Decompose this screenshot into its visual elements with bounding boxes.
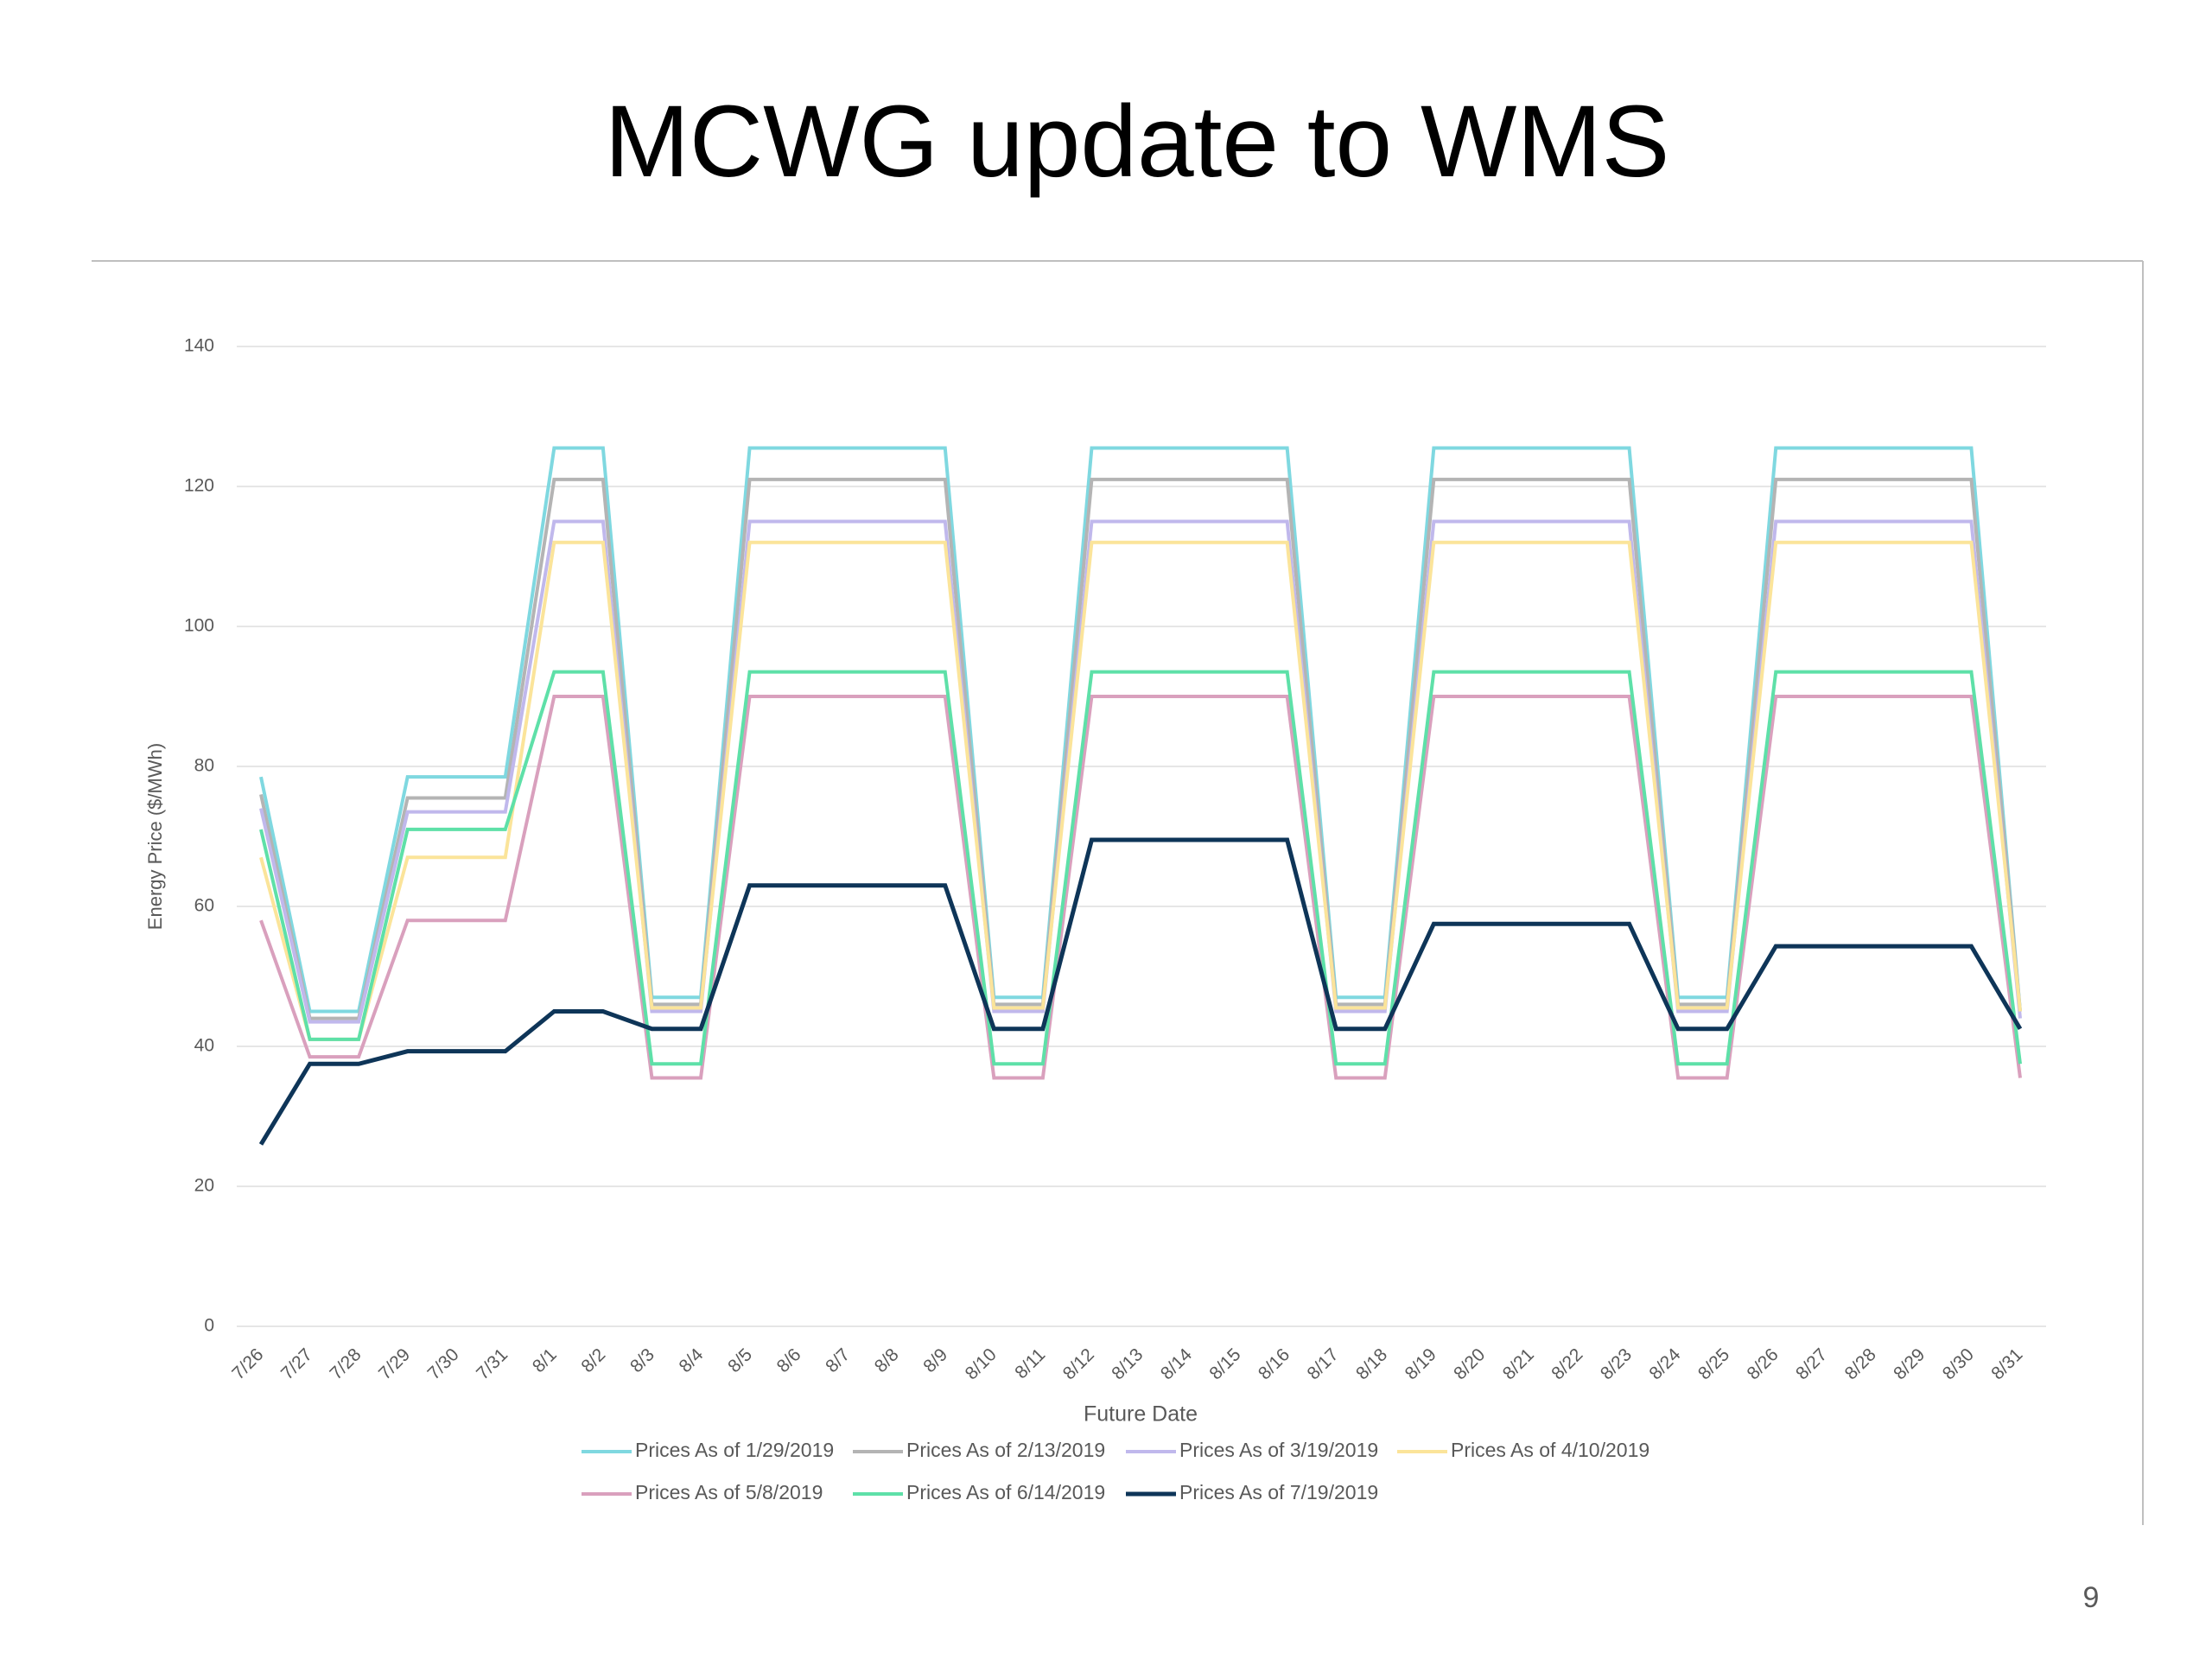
legend-label: Prices As of 4/10/2019 xyxy=(1451,1439,1649,1461)
x-tick-label: 8/1 xyxy=(529,1344,561,1376)
x-tick-label: 8/16 xyxy=(1255,1344,1294,1383)
y-tick-label: 120 xyxy=(184,476,214,496)
x-axis-title: Future Date xyxy=(1084,1402,1198,1427)
x-tick-label: 8/9 xyxy=(919,1344,951,1376)
x-tick-label: 8/30 xyxy=(1939,1344,1978,1383)
x-tick-label: 7/27 xyxy=(277,1344,316,1383)
y-tick-label: 40 xyxy=(194,1036,214,1056)
series-line xyxy=(259,519,2022,1024)
x-tick-label: 8/13 xyxy=(1108,1344,1147,1383)
legend-label: Prices As of 7/19/2019 xyxy=(1179,1481,1378,1503)
legend-label: Prices As of 3/19/2019 xyxy=(1179,1439,1378,1461)
x-tick-label: 8/26 xyxy=(1744,1344,1783,1383)
y-tick-label: 60 xyxy=(194,896,214,916)
series-line xyxy=(259,670,2022,1066)
x-tick-label: 8/6 xyxy=(773,1344,805,1376)
legend-label: Prices As of 1/29/2019 xyxy=(635,1439,834,1461)
series-line xyxy=(258,837,2023,1146)
y-tick-label: 80 xyxy=(194,756,214,776)
x-tick-label: 8/14 xyxy=(1157,1344,1196,1383)
y-axis-title: Energy Price ($/MWh) xyxy=(144,743,166,930)
x-tick-label: 8/3 xyxy=(626,1344,658,1376)
x-tick-label: 8/4 xyxy=(676,1344,708,1376)
legend-label: Prices As of 5/8/2019 xyxy=(635,1481,823,1503)
legend-label: Prices As of 2/13/2019 xyxy=(906,1439,1105,1461)
x-tick-label: 8/5 xyxy=(724,1344,756,1376)
x-tick-label: 8/2 xyxy=(577,1344,609,1376)
x-tick-label: 8/11 xyxy=(1011,1344,1049,1382)
x-tick-label: 8/24 xyxy=(1645,1344,1684,1383)
x-tick-label: 7/29 xyxy=(375,1344,414,1383)
x-tick-label: 8/10 xyxy=(962,1344,1001,1383)
series-line xyxy=(259,540,2022,1041)
x-tick-label: 8/17 xyxy=(1304,1344,1343,1383)
x-tick-label: 8/21 xyxy=(1499,1344,1538,1383)
x-tick-label: 8/15 xyxy=(1205,1344,1244,1383)
page-number: 9 xyxy=(2083,1581,2100,1614)
x-tick-label: 8/28 xyxy=(1841,1344,1880,1383)
series-line xyxy=(259,695,2022,1080)
x-tick-label: 8/19 xyxy=(1402,1344,1440,1383)
x-tick-label: 8/18 xyxy=(1352,1344,1391,1383)
x-tick-label: 7/30 xyxy=(424,1344,463,1383)
series-line xyxy=(259,477,2022,1020)
x-tick-label: 8/31 xyxy=(1987,1344,2026,1383)
slide-title: MCWG update to WMS xyxy=(605,85,1670,199)
x-tick-label: 8/12 xyxy=(1059,1344,1098,1383)
x-tick-label: 7/28 xyxy=(326,1344,365,1383)
legend-label: Prices As of 6/14/2019 xyxy=(906,1481,1105,1503)
y-tick-label: 140 xyxy=(184,336,214,356)
x-tick-label: 8/29 xyxy=(1890,1344,1929,1383)
x-tick-label: 8/25 xyxy=(1694,1344,1733,1383)
x-tick-label: 7/26 xyxy=(228,1344,267,1383)
y-tick-label: 20 xyxy=(194,1176,214,1196)
x-tick-label: 8/7 xyxy=(822,1344,854,1376)
x-tick-label: 8/27 xyxy=(1792,1344,1831,1383)
y-tick-label: 100 xyxy=(184,616,214,636)
x-tick-label: 8/23 xyxy=(1597,1344,1636,1383)
x-tick-label: 8/8 xyxy=(871,1344,903,1376)
x-tick-label: 8/20 xyxy=(1450,1344,1489,1383)
x-tick-label: 8/22 xyxy=(1548,1344,1586,1383)
y-tick-label: 0 xyxy=(204,1316,214,1336)
x-tick-label: 7/31 xyxy=(473,1344,512,1383)
